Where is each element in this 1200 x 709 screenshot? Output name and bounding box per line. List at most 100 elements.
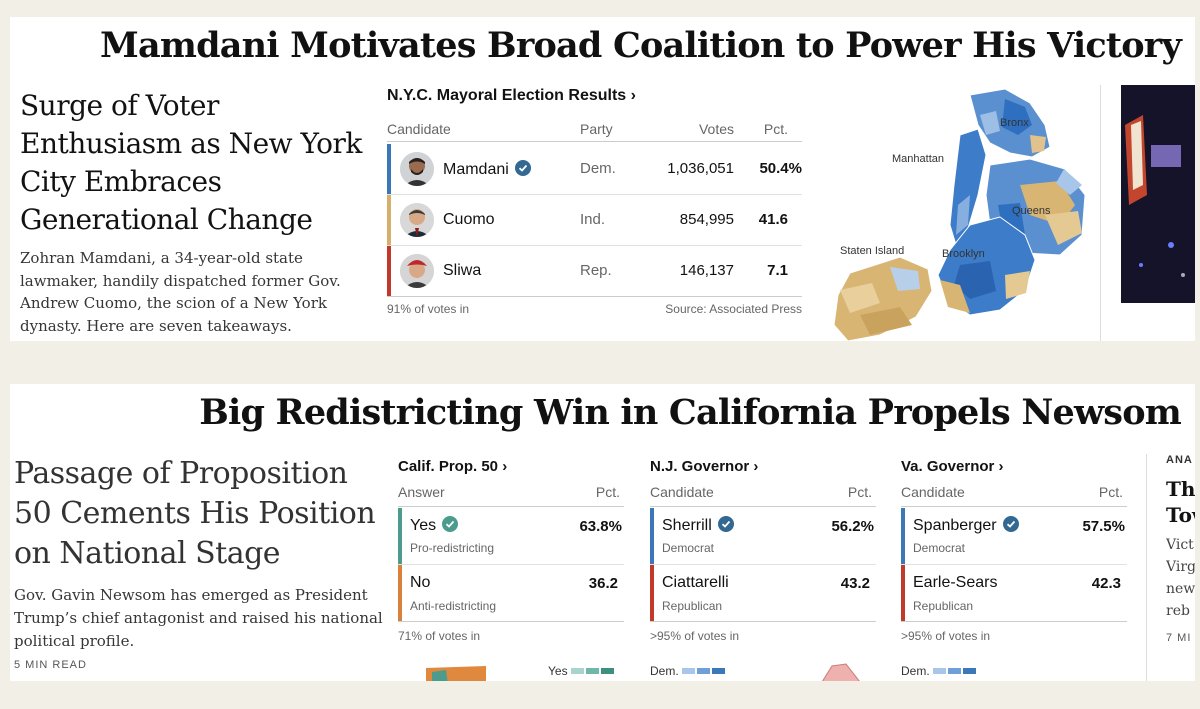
column-divider (1146, 454, 1147, 681)
side-story-title-line1: The (1166, 477, 1195, 501)
summary-line: Vict (1166, 537, 1194, 553)
race-title-link[interactable]: Va. Governor › (901, 458, 1004, 475)
divider (901, 621, 1127, 622)
dem-color-bar (650, 508, 654, 564)
side-story-kicker: ANA (1166, 454, 1193, 466)
answer-yes[interactable]: Yes (410, 516, 459, 535)
col-candidate: Candidate (650, 484, 714, 500)
rep-color-bar (387, 246, 391, 296)
party-democrat: Democrat (913, 541, 966, 555)
party-democrat: Democrat (662, 541, 715, 555)
read-time: 5 MIN READ (14, 659, 87, 671)
divider (387, 296, 802, 297)
legend-label: Yes (548, 664, 568, 678)
map-legend: Dem. (650, 664, 725, 678)
pct-mamdani: 50.4% (759, 160, 802, 177)
col-pct: Pct. (847, 484, 872, 500)
pct-yes: 63.8% (579, 518, 622, 535)
divider (650, 564, 876, 565)
nyc-results-map[interactable]: Bronx Manhattan Queens Staten Island Bro… (820, 85, 1090, 341)
votes-in-note: 91% of votes in (387, 302, 470, 316)
candidate-name: Sliwa (443, 262, 482, 279)
bottom-story-headline[interactable]: Passage of Proposition 50 Cements His Po… (14, 456, 376, 571)
col-party: Party (580, 121, 613, 137)
dem-color-bar (901, 508, 905, 564)
party-republican: Republican (662, 599, 723, 613)
candidate-spanberger[interactable]: Spanberger (913, 516, 1019, 535)
summary-line: reb (1166, 603, 1190, 619)
race-calif-prop-50: Calif. Prop. 50 › Answer Pct. Yes Pro-re… (398, 458, 624, 681)
verified-check-icon (442, 516, 459, 532)
candidate-mamdani[interactable]: Mamdani (443, 160, 531, 179)
candidate-sliwa[interactable]: Sliwa (443, 262, 481, 280)
verified-check-icon (514, 160, 531, 176)
summary-line: new (1166, 581, 1195, 597)
source-note: Source: Associated Press (665, 302, 802, 316)
party-dem: Dem. (580, 160, 616, 177)
candidate-name: Mamdani (443, 161, 509, 178)
answer-no[interactable]: No (410, 574, 430, 592)
col-candidate: Candidate (387, 121, 451, 137)
col-pct: Pct. (1098, 484, 1123, 500)
race-title-link[interactable]: Calif. Prop. 50 › (398, 458, 508, 475)
candidate-ciattarelli[interactable]: Ciattarelli (662, 574, 729, 592)
party-republican: Republican (913, 599, 974, 613)
votes-in-note: 71% of votes in (398, 629, 481, 643)
candidate-name: Sherrill (662, 517, 712, 534)
candidate-name: Earle-Sears (913, 574, 998, 591)
race-title-link[interactable]: N.J. Governor › (650, 458, 759, 475)
divider (387, 194, 802, 195)
candidate-name: Ciattarelli (662, 574, 729, 591)
new-jersey-mini-map[interactable] (816, 662, 866, 681)
top-story-summary: Zohran Mamdani, a 34-year-old state lawm… (20, 249, 341, 335)
divider (387, 245, 802, 246)
ind-color-bar (387, 195, 391, 245)
top-banner-headline[interactable]: Mamdani Motivates Broad Coalition to Pow… (100, 25, 1182, 66)
map-label-manhattan: Manhattan (892, 153, 944, 165)
map-label-bronx: Bronx (1000, 117, 1029, 129)
votes-cuomo: 854,995 (679, 211, 734, 228)
votes-in-note: >95% of votes in (901, 629, 991, 643)
california-panel: Big Redistricting Win in California Prop… (10, 384, 1195, 681)
divider (398, 506, 624, 507)
votes-in-note: >95% of votes in (650, 629, 740, 643)
divider (398, 621, 624, 622)
pct-spanberger: 57.5% (1082, 518, 1125, 535)
dem-color-bar (387, 144, 391, 194)
results-title-link[interactable]: N.Y.C. Mayoral Election Results › (387, 87, 636, 104)
news-photo-thumbnail[interactable] (1121, 85, 1195, 303)
pct-earle-sears: 42.3 (1091, 575, 1121, 592)
side-story[interactable]: ANA The Tow Vict Virg new reb 7 MI (1166, 454, 1195, 681)
bottom-banner-headline[interactable]: Big Redistricting Win in California Prop… (199, 392, 1182, 433)
side-story-summary: Vict Virg new reb (1166, 534, 1195, 622)
candidate-name: Spanberger (913, 517, 997, 534)
summary-line: Virg (1166, 559, 1195, 575)
legend-label: Dem. (901, 664, 930, 678)
map-label-brooklyn: Brooklyn (942, 248, 985, 260)
map-legend: Dem. (901, 664, 976, 678)
side-story-title-line2: Tow (1166, 503, 1195, 527)
legend-label: Dem. (650, 664, 679, 678)
col-votes: Votes (698, 121, 734, 137)
candidate-earle-sears[interactable]: Earle-Sears (913, 574, 997, 592)
pct-sliwa: 7.1 (767, 262, 788, 279)
rep-color-bar (901, 565, 905, 621)
votes-sliwa: 146,137 (679, 262, 734, 279)
answer-name: Yes (410, 517, 437, 534)
candidate-sherrill[interactable]: Sherrill (662, 516, 734, 535)
california-mini-map[interactable] (426, 664, 496, 681)
yes-color-bar (398, 508, 402, 564)
candidate-cuomo[interactable]: Cuomo (443, 211, 495, 229)
top-story-headline[interactable]: Surge of Voter Enthusiasm as New York Ci… (20, 89, 362, 236)
col-pct: Pct. (763, 121, 788, 137)
sliwa-avatar (400, 254, 434, 288)
bottom-story-summary: Gov. Gavin Newsom has emerged as Preside… (14, 586, 383, 650)
pct-ciattarelli: 43.2 (840, 575, 870, 592)
answer-no-desc: Anti-redistricting (410, 599, 497, 613)
map-legend: Yes (548, 664, 614, 678)
column-divider (1100, 85, 1101, 341)
map-label-staten-island: Staten Island (840, 245, 905, 257)
divider (387, 141, 802, 142)
pct-no: 36.2 (588, 575, 618, 592)
divider (650, 506, 876, 507)
